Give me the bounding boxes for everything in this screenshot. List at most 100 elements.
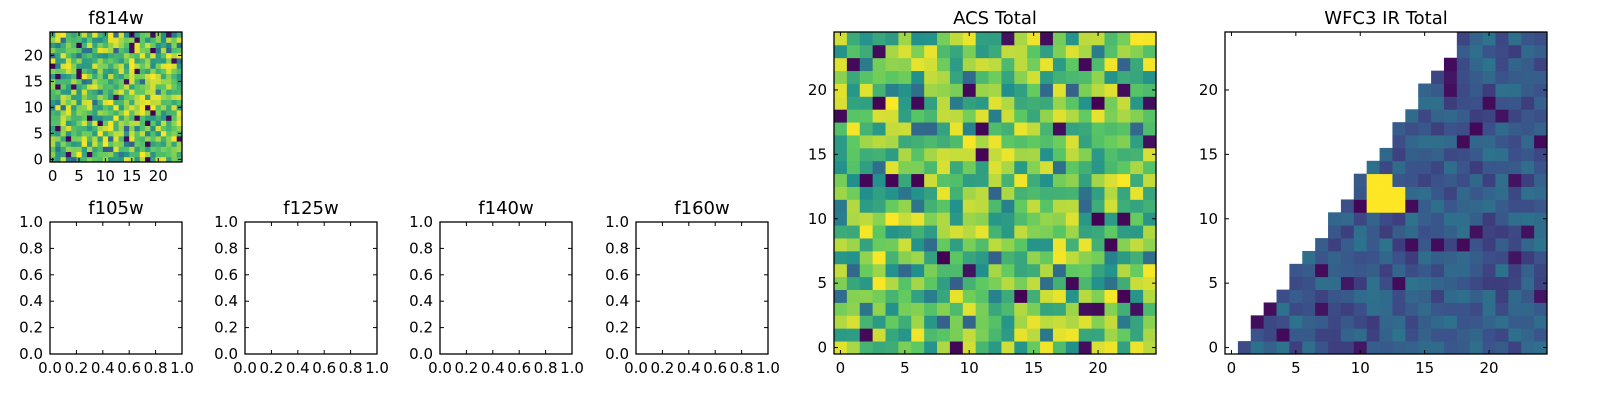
- heatmap-cell: [962, 57, 977, 72]
- heatmap-cell: [1117, 302, 1131, 316]
- heatmap-cell: [97, 104, 104, 111]
- heatmap-cell: [1104, 315, 1118, 329]
- heatmap-cell: [1052, 57, 1067, 72]
- heatmap-cell: [118, 110, 125, 116]
- heatmap-cell: [1065, 225, 1080, 239]
- heatmap-cell: [118, 146, 125, 152]
- heatmap-cell: [97, 32, 104, 38]
- heatmap-cell: [97, 37, 104, 43]
- heatmap-cell: [160, 99, 167, 106]
- heatmap-cell: [834, 32, 848, 46]
- heatmap-cell: [139, 141, 146, 147]
- heatmap-cell: [1469, 199, 1483, 213]
- heatmap-cell: [1001, 135, 1015, 149]
- heatmap-cell: [1456, 135, 1471, 149]
- heatmap-cell: [1014, 238, 1028, 252]
- x-tick-label: 0.6: [507, 359, 531, 377]
- x-tick-label: 0.8: [534, 359, 558, 377]
- heatmap-cell: [1534, 173, 1548, 187]
- heatmap-cell: [81, 78, 88, 85]
- heatmap-cell: [1469, 225, 1483, 239]
- heatmap-cell: [1495, 83, 1509, 97]
- heatmap-cell: [1469, 289, 1483, 303]
- heatmap-cell: [134, 130, 141, 137]
- heatmap-cell: [1065, 109, 1080, 123]
- heatmap-cell: [1521, 57, 1535, 72]
- heatmap-cell: [118, 94, 125, 100]
- heatmap-cell: [1431, 302, 1445, 316]
- x-tick-label: 0.8: [730, 359, 754, 377]
- heatmap-cell: [1405, 186, 1419, 200]
- heatmap-cell: [1431, 250, 1445, 265]
- heatmap-cell: [65, 73, 72, 80]
- heatmap-cell: [885, 263, 899, 278]
- heatmap-cell: [885, 302, 899, 316]
- x-tick-label: 0.4: [677, 359, 701, 377]
- heatmap-cell: [55, 110, 61, 116]
- heatmap-cell: [1065, 341, 1080, 355]
- heatmap-cell: [176, 120, 183, 126]
- heatmap-cell: [949, 57, 964, 72]
- heatmap-cell: [1001, 263, 1015, 278]
- heatmap-cell: [134, 68, 141, 74]
- heatmap-cell: [1534, 315, 1548, 329]
- heatmap-cell: [1495, 328, 1509, 342]
- heatmap-cell: [176, 42, 183, 48]
- heatmap-cell: [834, 173, 848, 187]
- heatmap-cell: [102, 115, 109, 121]
- heatmap-cell: [97, 89, 104, 95]
- heatmap-cell: [1418, 238, 1432, 252]
- heatmap-cell: [145, 78, 151, 85]
- heatmap-cell: [81, 58, 88, 64]
- heatmap-cell: [134, 156, 141, 163]
- heatmap-cell: [123, 68, 130, 74]
- heatmap-cell: [139, 130, 146, 137]
- heatmap-cell: [949, 250, 964, 265]
- heatmap-cell: [1431, 225, 1445, 239]
- heatmap-cell: [118, 84, 125, 90]
- heatmap-cell: [50, 125, 56, 132]
- heatmap-cell: [1482, 173, 1496, 187]
- heatmap-cell: [1052, 83, 1067, 97]
- heatmap-cell: [81, 63, 88, 69]
- heatmap-cell: [949, 135, 964, 149]
- heatmap-cell: [1443, 199, 1458, 213]
- heatmap-cell: [1078, 341, 1092, 355]
- heatmap-cell: [1508, 173, 1522, 187]
- heatmap-cell: [134, 99, 141, 106]
- heatmap-cell: [1065, 302, 1080, 316]
- heatmap-cell: [92, 104, 98, 111]
- heatmap-cell: [139, 99, 146, 106]
- heatmap-cell: [150, 99, 156, 106]
- heatmap-cell: [166, 115, 172, 121]
- heatmap-cell: [1366, 263, 1380, 278]
- heatmap-cell: [108, 99, 114, 106]
- heatmap-cell: [1482, 147, 1496, 162]
- heatmap-cell: [1469, 315, 1483, 329]
- heatmap-cell: [1014, 263, 1028, 278]
- heatmap-cell: [50, 136, 56, 142]
- heatmap-cell: [872, 173, 886, 187]
- heatmap-cell: [166, 99, 172, 106]
- heatmap-cell: [108, 94, 114, 100]
- heatmap-cell: [1143, 250, 1157, 265]
- heatmap-cell: [1521, 70, 1535, 84]
- heatmap-cell: [76, 99, 83, 106]
- heatmap-cell: [885, 341, 899, 355]
- heatmap-cell: [1379, 328, 1393, 342]
- heatmap-cell: [81, 136, 88, 142]
- heatmap-cell: [846, 199, 861, 213]
- heatmap-cell: [1366, 302, 1380, 316]
- heatmap-cell: [1495, 250, 1509, 265]
- heatmap-cell: [139, 32, 146, 38]
- heatmap-cell: [155, 78, 162, 85]
- heatmap-cell: [1456, 341, 1471, 355]
- heatmap-cell: [1065, 263, 1080, 278]
- heatmap-cell: [1104, 122, 1118, 136]
- panel-title: ACS Total: [953, 8, 1037, 29]
- heatmap-cell: [1366, 250, 1380, 265]
- heatmap-cell: [1014, 83, 1028, 97]
- heatmap-cell: [1366, 173, 1380, 187]
- heatmap-cell: [1534, 147, 1548, 162]
- heatmap-cell: [1027, 238, 1041, 252]
